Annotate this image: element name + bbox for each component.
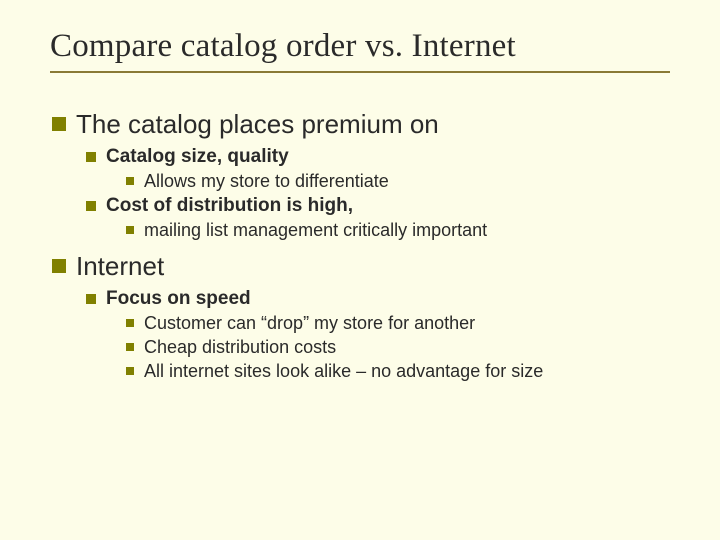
lvl3-item: Allows my store to differentiate (126, 171, 670, 192)
lvl1-text: The catalog places premium on (76, 109, 439, 140)
lvl2-text: Cost of distribution is high, (106, 195, 353, 217)
lvl3-text: mailing list management critically impor… (144, 220, 487, 241)
lvl2-item: Focus on speed (86, 288, 670, 310)
lvl3-item: mailing list management critically impor… (126, 220, 670, 241)
section-internet: Internet Focus on speed Customer can “dr… (52, 251, 670, 382)
section-catalog: The catalog places premium on Catalog si… (52, 109, 670, 241)
lvl1-text: Internet (76, 251, 164, 282)
lvl2-item: Catalog size, quality (86, 146, 670, 168)
lvl3-item: All internet sites look alike – no advan… (126, 361, 670, 382)
square-bullet-icon (126, 177, 134, 185)
slide-content: The catalog places premium on Catalog si… (50, 109, 670, 382)
lvl2-text: Focus on speed (106, 288, 251, 310)
slide-title: Compare catalog order vs. Internet (50, 28, 670, 73)
square-bullet-icon (126, 319, 134, 327)
square-bullet-icon (52, 117, 66, 131)
lvl3-item: Customer can “drop” my store for another (126, 313, 670, 334)
lvl2-item: Cost of distribution is high, (86, 195, 670, 217)
lvl1-item: The catalog places premium on (52, 109, 670, 140)
square-bullet-icon (86, 152, 96, 162)
square-bullet-icon (86, 201, 96, 211)
square-bullet-icon (86, 294, 96, 304)
lvl3-text: Allows my store to differentiate (144, 171, 389, 192)
lvl2-text: Catalog size, quality (106, 146, 289, 168)
square-bullet-icon (126, 367, 134, 375)
lvl3-item: Cheap distribution costs (126, 337, 670, 358)
lvl3-text: All internet sites look alike – no advan… (144, 361, 543, 382)
square-bullet-icon (126, 226, 134, 234)
square-bullet-icon (126, 343, 134, 351)
lvl3-text: Cheap distribution costs (144, 337, 336, 358)
lvl3-text: Customer can “drop” my store for another (144, 313, 475, 334)
square-bullet-icon (52, 259, 66, 273)
lvl1-item: Internet (52, 251, 670, 282)
